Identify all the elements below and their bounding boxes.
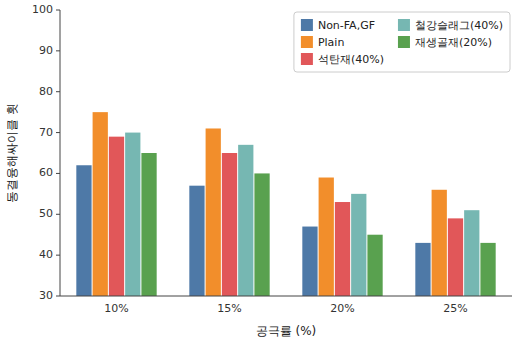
chart: 30 40 50 60 70 80 90 100 10% 15% 20% 25% 공극률 (%) 동결융해…	[0, 0, 522, 343]
y-tick-label: 70	[39, 126, 53, 139]
legend-label: 석탄재(40%)	[318, 53, 384, 66]
bar	[254, 173, 269, 296]
y-axis-line	[60, 10, 61, 296]
bar	[367, 235, 382, 296]
legend-swatch	[301, 36, 313, 48]
bar	[222, 153, 237, 296]
bar	[319, 178, 334, 296]
y-tick-label: 50	[39, 207, 53, 220]
bar	[432, 190, 447, 296]
bar	[93, 112, 108, 296]
bar	[189, 186, 204, 296]
legend-box	[294, 12, 510, 72]
y-tick	[56, 132, 60, 133]
bars	[76, 112, 495, 296]
y-tick	[56, 255, 60, 256]
legend-item: 재생골재(20%)	[398, 36, 492, 49]
y-tick	[56, 10, 60, 11]
bar	[480, 243, 495, 296]
legend-label: Plain	[318, 36, 344, 49]
y-tick-label: 90	[39, 44, 53, 57]
legend-item: Plain	[301, 36, 344, 49]
legend-swatch	[398, 19, 410, 31]
legend-item: 석탄재(40%)	[301, 53, 384, 66]
y-tick-label: 40	[39, 248, 53, 261]
legend-item: 철강슬래그(40%)	[398, 19, 503, 32]
x-axis-label: 공극률 (%)	[256, 324, 317, 338]
legend-label: 재생골재(20%)	[415, 36, 492, 49]
legend-swatch	[301, 53, 313, 65]
bar	[464, 210, 479, 296]
y-tick-label: 60	[39, 166, 53, 179]
x-tick-label: 20%	[330, 302, 354, 315]
y-tick	[56, 173, 60, 174]
y-tick-label: 30	[39, 289, 53, 302]
legend-swatch	[398, 36, 410, 48]
legend-label: 철강슬래그(40%)	[415, 19, 503, 32]
y-tick	[56, 214, 60, 215]
legend-item: Non-FA,GF	[301, 19, 375, 32]
x-tick-label: 10%	[104, 302, 128, 315]
bar	[76, 165, 91, 296]
bar	[448, 218, 463, 296]
bar	[141, 153, 156, 296]
bar	[206, 128, 221, 296]
bar	[302, 227, 317, 296]
x-axis-line	[60, 296, 512, 297]
bar	[125, 133, 140, 296]
bar	[351, 194, 366, 296]
legend: Non-FA,GF Plain 석탄재(40%) 철강슬래그(40%) 재생골재(20%…	[294, 12, 510, 72]
y-tick	[56, 50, 60, 51]
y-tick	[56, 91, 60, 92]
y-tick-label: 80	[39, 85, 53, 98]
bar	[415, 243, 430, 296]
legend-swatch	[301, 19, 313, 31]
y-axis-label: 동결융해싸이클 횟	[5, 103, 19, 203]
bar	[238, 145, 253, 296]
legend-label: Non-FA,GF	[318, 19, 375, 32]
bar	[109, 137, 124, 296]
y-tick-label: 100	[32, 3, 53, 16]
bar	[335, 202, 350, 296]
x-tick-label: 15%	[217, 302, 241, 315]
y-tick	[56, 296, 60, 297]
x-tick-label: 25%	[443, 302, 467, 315]
